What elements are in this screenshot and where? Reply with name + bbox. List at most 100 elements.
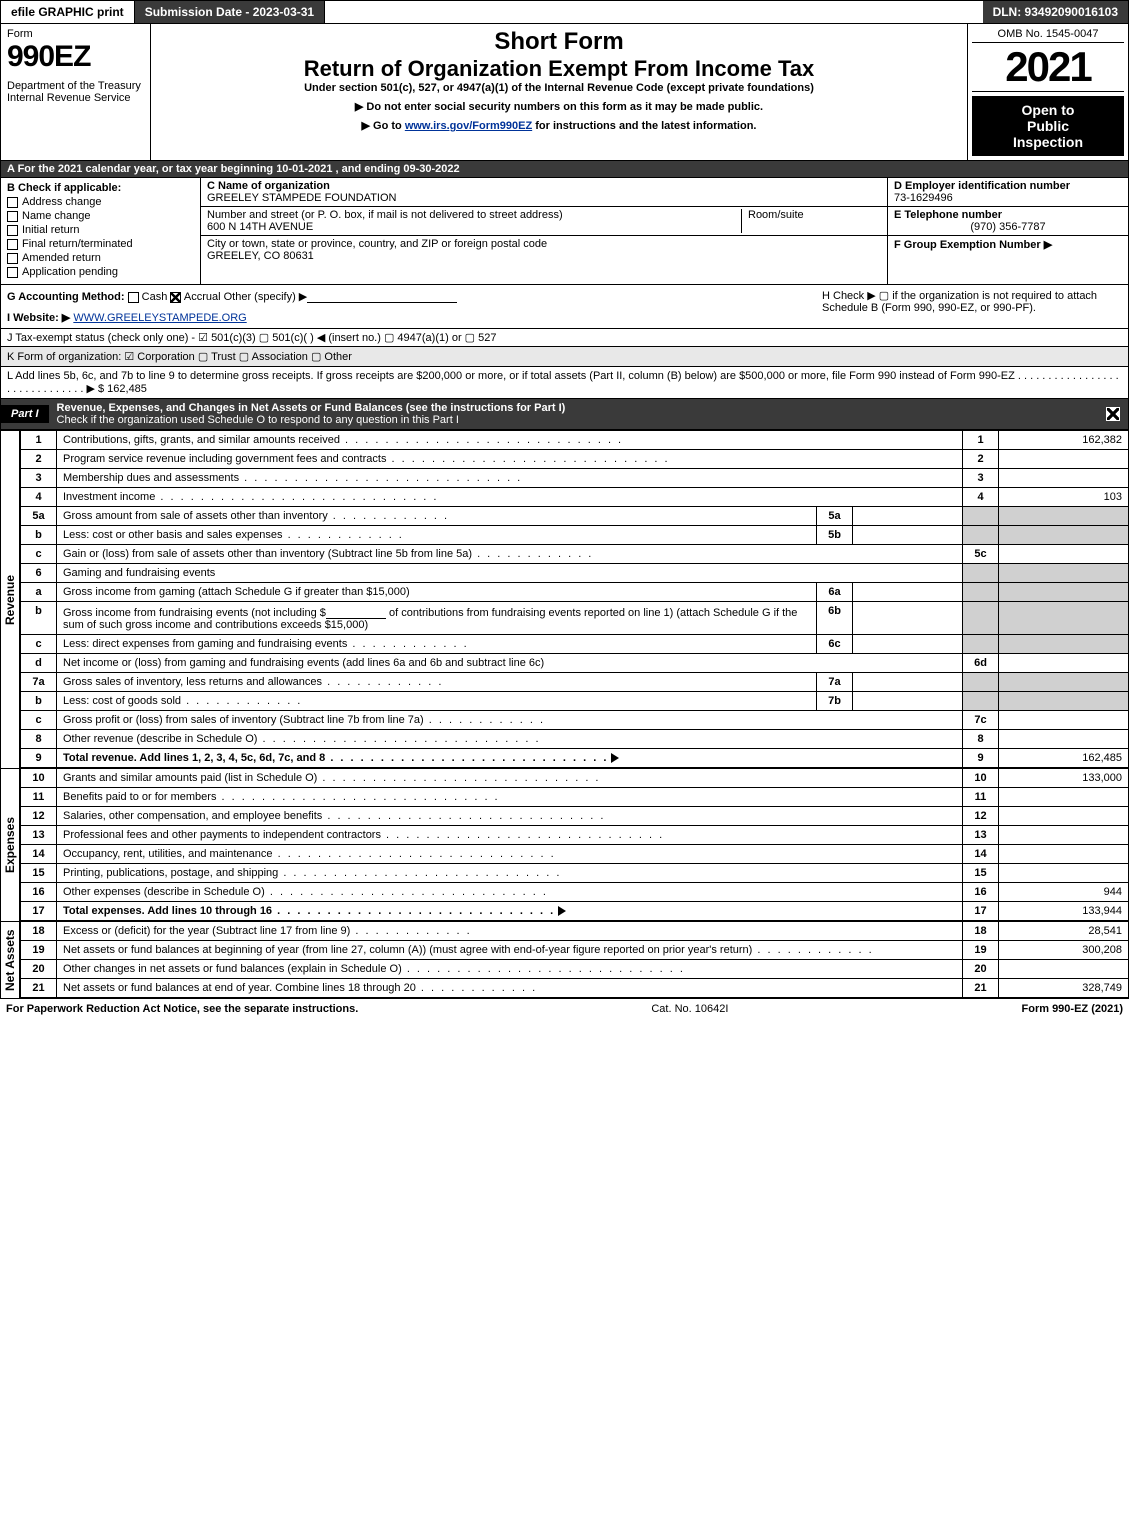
table-row: dNet income or (loss) from gaming and fu…: [21, 654, 1129, 673]
amt-6c-g: [999, 635, 1129, 654]
lnr-10: 10: [963, 769, 999, 788]
amt-6b-g: [999, 602, 1129, 635]
website-link[interactable]: WWW.GREELEYSTAMPEDE.ORG: [73, 312, 246, 324]
top-bar: efile GRAPHIC print Submission Date - 20…: [0, 0, 1129, 24]
part1-schedule-o-checkbox[interactable]: [1106, 407, 1120, 421]
cat-no: Cat. No. 10642I: [358, 1003, 1021, 1015]
chk-amended-return[interactable]: Amended return: [7, 252, 194, 264]
form-word: Form: [7, 28, 144, 40]
chk-accrual[interactable]: [170, 292, 181, 303]
other-specify-input[interactable]: [307, 289, 457, 303]
chk-name-change[interactable]: Name change: [7, 210, 194, 222]
sb-6c: 6c: [817, 635, 853, 654]
sb-6a: 6a: [817, 583, 853, 602]
desc-13: Professional fees and other payments to …: [57, 826, 963, 845]
amt-7b-g: [999, 692, 1129, 711]
desc-6: Gaming and fundraising events: [57, 564, 963, 583]
sa-5a: [853, 507, 963, 526]
amt-8: [999, 730, 1129, 749]
lnr-14: 14: [963, 845, 999, 864]
desc-2: Program service revenue including govern…: [57, 450, 963, 469]
lnr-4: 4: [963, 488, 999, 507]
checkbox-icon: [7, 225, 18, 236]
c-city-lbl: City or town, state or province, country…: [207, 238, 547, 250]
chk-final-return[interactable]: Final return/terminated: [7, 238, 194, 250]
d-tel-block: E Telephone number (970) 356-7787: [888, 207, 1128, 236]
table-row: cGain or (loss) from sale of assets othe…: [21, 545, 1129, 564]
ln-15: 15: [21, 864, 57, 883]
ln-21: 21: [21, 979, 57, 998]
desc-3: Membership dues and assessments: [57, 469, 963, 488]
ln-12: 12: [21, 807, 57, 826]
chk-cash[interactable]: [128, 292, 139, 303]
h-block: H Check ▶ ▢ if the organization is not r…: [822, 289, 1122, 324]
table-row: 17Total expenses. Add lines 10 through 1…: [21, 902, 1129, 921]
table-row: 20Other changes in net assets or fund ba…: [21, 960, 1129, 979]
col-c: C Name of organization GREELEY STAMPEDE …: [201, 178, 888, 284]
d-ein-block: D Employer identification number 73-1629…: [888, 178, 1128, 207]
header-left: Form 990EZ Department of the Treasury In…: [1, 24, 151, 160]
chk-application-pending[interactable]: Application pending: [7, 266, 194, 278]
ln-10: 10: [21, 769, 57, 788]
desc-7b: Less: cost of goods sold: [57, 692, 817, 711]
netassets-side-label: Net Assets: [0, 921, 20, 998]
checkbox-icon: [7, 267, 18, 278]
lnr-6a-g: [963, 583, 999, 602]
d-tel-lbl: E Telephone number: [894, 209, 1002, 221]
irs-link[interactable]: www.irs.gov/Form990EZ: [405, 120, 532, 132]
ln-14: 14: [21, 845, 57, 864]
paperwork-notice: For Paperwork Reduction Act Notice, see …: [6, 1003, 358, 1015]
amt-7c: [999, 711, 1129, 730]
table-row: cGross profit or (loss) from sales of in…: [21, 711, 1129, 730]
ln-9: 9: [21, 749, 57, 768]
sb-6b: 6b: [817, 602, 853, 635]
amt-5c: [999, 545, 1129, 564]
desc-5b: Less: cost or other basis and sales expe…: [57, 526, 817, 545]
col-b: B Check if applicable: Address change Na…: [1, 178, 201, 284]
fundraising-amt-input[interactable]: [326, 605, 386, 619]
table-row: 19Net assets or fund balances at beginni…: [21, 941, 1129, 960]
desc-4: Investment income: [57, 488, 963, 507]
open-line3: Inspection: [976, 134, 1120, 150]
ln-6d: d: [21, 654, 57, 673]
g-accrual: Accrual: [184, 291, 221, 303]
expenses-section: Expenses 10Grants and similar amounts pa…: [0, 768, 1129, 921]
ln-7a: 7a: [21, 673, 57, 692]
room-suite-lbl: Room/suite: [741, 209, 881, 233]
ln-5c: c: [21, 545, 57, 564]
table-row: 8Other revenue (describe in Schedule O)8: [21, 730, 1129, 749]
checkbox-icon: [7, 211, 18, 222]
chk-initial-return[interactable]: Initial return: [7, 224, 194, 236]
lnr-5a-g: [963, 507, 999, 526]
amt-18: 28,541: [999, 922, 1129, 941]
amt-6a-g: [999, 583, 1129, 602]
sb-7b: 7b: [817, 692, 853, 711]
amt-16: 944: [999, 883, 1129, 902]
lnr-8: 8: [963, 730, 999, 749]
lnr-2: 2: [963, 450, 999, 469]
desc-11: Benefits paid to or for members: [57, 788, 963, 807]
netassets-table: 18Excess or (deficit) for the year (Subt…: [20, 921, 1129, 998]
ln-1: 1: [21, 431, 57, 450]
revenue-section: Revenue 1Contributions, gifts, grants, a…: [0, 430, 1129, 768]
org-name: GREELEY STAMPEDE FOUNDATION: [207, 192, 396, 204]
lnr-5b-g: [963, 526, 999, 545]
ln-7c: c: [21, 711, 57, 730]
table-row: 14Occupancy, rent, utilities, and mainte…: [21, 845, 1129, 864]
lnr-20: 20: [963, 960, 999, 979]
c-name-lbl: C Name of organization: [207, 180, 330, 192]
col-d: D Employer identification number 73-1629…: [888, 178, 1128, 284]
lnr-7c: 7c: [963, 711, 999, 730]
amt-5a-g: [999, 507, 1129, 526]
open-public-badge: Open to Public Inspection: [972, 96, 1124, 156]
desc-7a: Gross sales of inventory, less returns a…: [57, 673, 817, 692]
ln-19: 19: [21, 941, 57, 960]
b-item-5: Application pending: [22, 266, 118, 278]
ssn-note: ▶ Do not enter social security numbers o…: [159, 100, 959, 113]
ln-6c: c: [21, 635, 57, 654]
efile-print-button[interactable]: efile GRAPHIC print: [1, 1, 135, 23]
lnr-15: 15: [963, 864, 999, 883]
table-row: 4Investment income4103: [21, 488, 1129, 507]
chk-address-change[interactable]: Address change: [7, 196, 194, 208]
amt-19: 300,208: [999, 941, 1129, 960]
